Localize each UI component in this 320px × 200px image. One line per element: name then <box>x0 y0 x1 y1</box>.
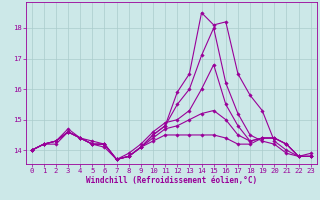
X-axis label: Windchill (Refroidissement éolien,°C): Windchill (Refroidissement éolien,°C) <box>86 176 257 185</box>
